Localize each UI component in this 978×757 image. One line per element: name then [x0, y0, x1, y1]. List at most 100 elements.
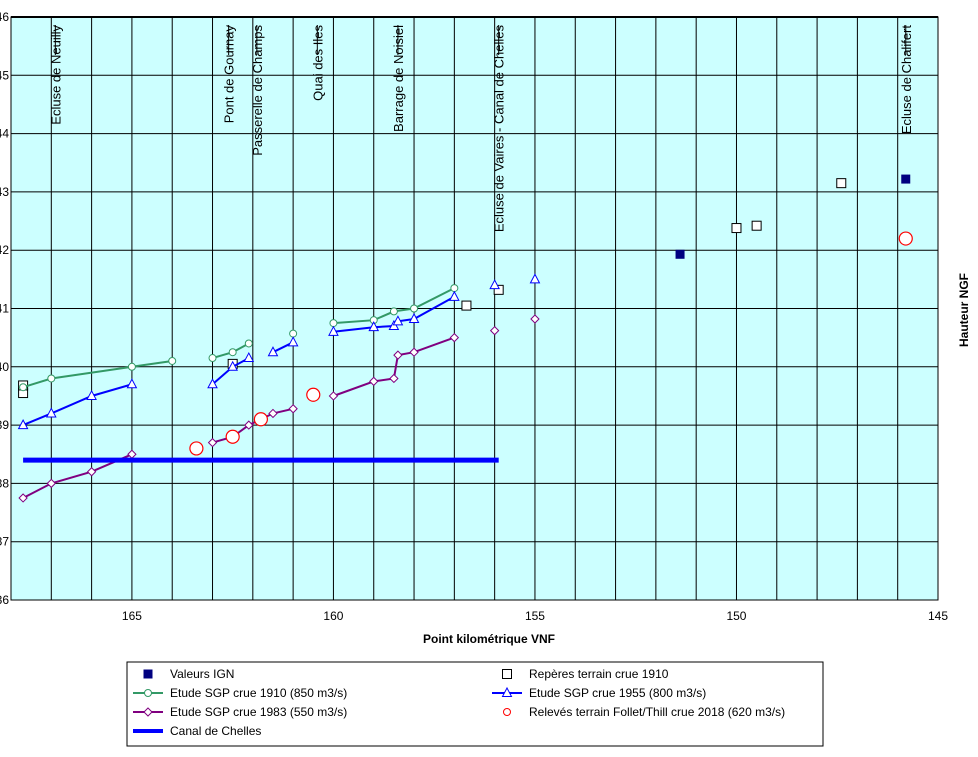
legend-marker	[144, 689, 152, 697]
plot-area: 36 37 38 39 40 41 42 43 44 45 46 165 160 155 150 145 Ecl…	[0, 10, 948, 623]
site-label: Barrage de Noisiel	[391, 25, 406, 132]
data-point	[328, 391, 339, 401]
y-tick-label: 43	[0, 185, 9, 199]
x-tick-label: 155	[525, 609, 545, 623]
data-point	[253, 412, 268, 427]
data-point	[287, 336, 299, 347]
data-point	[244, 420, 254, 430]
legend-item: Relevés terrain Follet/Thill crue 2018 (…	[503, 705, 785, 719]
data-point	[449, 290, 460, 301]
data-point	[409, 347, 419, 357]
legend-item: Repères terrain crue 1910	[502, 667, 669, 681]
data-point	[207, 437, 218, 448]
data-point	[901, 174, 911, 184]
series-line	[333, 336, 455, 397]
data-point	[289, 329, 298, 338]
data-point	[208, 354, 217, 363]
y-tick-label: 45	[0, 68, 9, 82]
y-tick-label: 37	[0, 535, 9, 549]
data-point	[288, 404, 298, 414]
data-point	[227, 360, 239, 371]
series-line	[22, 383, 133, 427]
data-point	[392, 315, 404, 326]
data-point	[267, 346, 279, 357]
data-point	[86, 467, 97, 477]
legend-item: Etude SGP crue 1983 (550 m3/s)	[133, 705, 347, 719]
site-label: Ecluse de Neuilly	[48, 25, 63, 125]
data-point	[461, 300, 472, 311]
data-point	[225, 429, 240, 444]
legend-item: Canal de Chelles	[133, 724, 261, 738]
legend-label: Repères terrain crue 1910	[529, 667, 669, 681]
legend-label: Etude SGP crue 1983 (550 m3/s)	[170, 705, 347, 719]
y-tick-label: 42	[0, 243, 9, 257]
data-point	[731, 223, 742, 234]
y-tick-label: 39	[0, 418, 9, 432]
data-point	[393, 350, 403, 360]
x-axis-title: Point kilométrique VNF	[423, 632, 555, 646]
legend-item: Etude SGP crue 1955 (800 m3/s)	[492, 686, 706, 700]
legend-item: Valeurs IGN	[143, 667, 234, 681]
y-tick-label: 46	[0, 10, 9, 24]
data-point	[127, 362, 136, 371]
data-point	[45, 407, 57, 418]
data-point	[189, 441, 204, 456]
x-tick-label: 145	[928, 609, 948, 623]
data-point	[369, 376, 379, 387]
y-tick-label: 38	[0, 476, 9, 490]
legend-item: Etude SGP crue 1910 (850 m3/s)	[133, 686, 347, 700]
series-line	[22, 453, 133, 499]
data-point	[410, 304, 419, 313]
series	[19, 284, 459, 392]
data-point	[126, 378, 138, 389]
data-point	[244, 339, 253, 348]
legend-label: Relevés terrain Follet/Thill crue 2018 (…	[529, 705, 785, 719]
legend-label: Etude SGP crue 1955 (800 m3/s)	[529, 686, 706, 700]
site-label: Passerelle de Champs	[250, 25, 265, 156]
legend: Valeurs IGN Repères terrain crue 1910 Etud…	[126, 661, 824, 747]
y-tick-label: 40	[0, 360, 9, 374]
data-point	[19, 383, 28, 392]
series-line	[22, 360, 173, 389]
y-tick-label: 44	[0, 127, 9, 141]
data-point	[17, 419, 29, 430]
data-point	[493, 284, 504, 295]
y-tick-label: 36	[0, 593, 9, 607]
site-label: Pont de Gournay	[222, 25, 237, 124]
series	[189, 231, 913, 456]
site-label: Ecluse de Vaires - Canal de Chelles	[492, 25, 507, 233]
data-point	[389, 373, 399, 384]
site-label: Quai des Iles	[310, 25, 325, 101]
data-point	[228, 348, 237, 357]
data-point	[529, 273, 541, 284]
y-axis-title: Hauteur NGF	[957, 273, 971, 347]
data-point	[86, 389, 97, 400]
legend-box	[126, 661, 824, 747]
data-point	[46, 478, 57, 489]
data-point	[243, 351, 255, 363]
legend-label: Etude SGP crue 1910 (850 m3/s)	[170, 686, 347, 700]
data-point	[168, 356, 177, 365]
legend-marker	[503, 708, 511, 716]
series	[18, 314, 540, 503]
legend-marker	[501, 686, 513, 697]
data-point	[898, 231, 913, 246]
data-point	[306, 387, 321, 402]
x-tick-label: 150	[726, 609, 746, 623]
site-label: Ecluse de Chalifert	[899, 25, 914, 134]
data-point	[47, 374, 56, 383]
legend-marker	[143, 707, 153, 717]
data-point	[751, 220, 762, 231]
data-point	[368, 321, 380, 332]
data-point	[675, 249, 685, 259]
x-tick-label: 165	[122, 609, 142, 623]
data-point	[836, 178, 847, 189]
legend-label: Canal de Chelles	[170, 724, 261, 738]
data-point	[408, 312, 420, 323]
data-point	[450, 284, 459, 293]
legend-label: Valeurs IGN	[170, 667, 234, 681]
x-tick-label: 160	[323, 609, 343, 623]
data-point	[530, 314, 540, 324]
series	[17, 273, 541, 430]
